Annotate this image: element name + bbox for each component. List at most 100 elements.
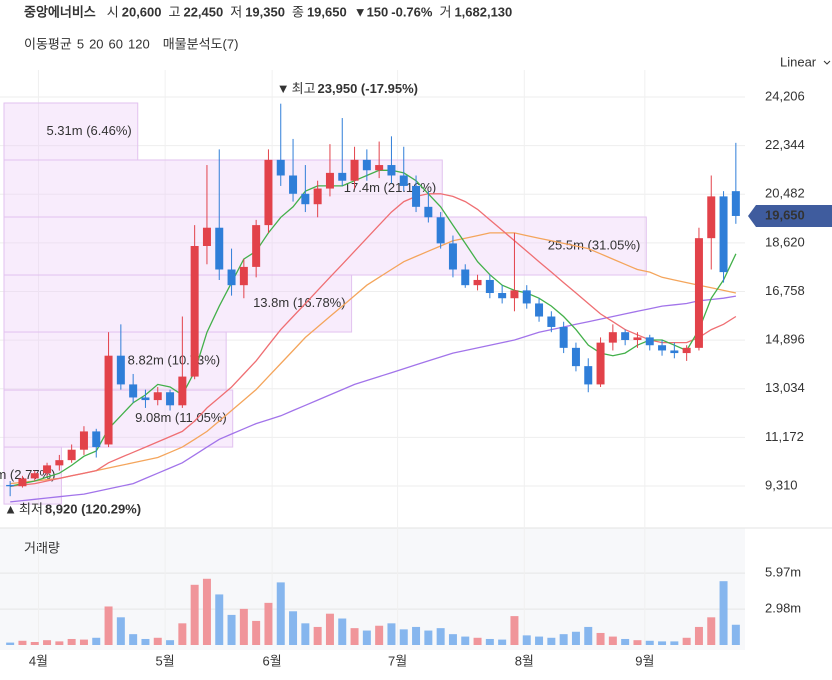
high-marker-text: 23,950 (-17.95%) <box>318 81 418 96</box>
candle-body <box>289 175 298 194</box>
volume-bar <box>350 628 359 645</box>
candle-body <box>350 159 359 181</box>
volume-bar <box>289 611 298 645</box>
scale-mode[interactable]: Linear <box>780 54 817 69</box>
header-text: 1,682,130 <box>454 4 512 19</box>
candle-body <box>375 165 384 171</box>
profile-bar <box>3 274 353 333</box>
volume-title: 거래량 <box>24 540 60 555</box>
volume-bar <box>670 641 679 645</box>
candle-body <box>129 384 138 398</box>
candle-body <box>658 345 667 351</box>
x-tick-label: 6월 <box>263 653 282 668</box>
volume-bar <box>473 637 482 645</box>
header-text: 19,650 <box>307 4 347 19</box>
candle-body <box>313 188 322 205</box>
low-marker-symbol: ▲ <box>4 502 17 517</box>
moving-average-line <box>10 295 737 503</box>
volume-bar <box>129 634 138 645</box>
candle-body <box>510 290 519 299</box>
y-tick-label: 24,206 <box>765 88 805 103</box>
legend-text: 5 <box>77 36 84 51</box>
y-tick-label: 13,034 <box>765 380 805 395</box>
candle-body <box>18 478 27 487</box>
header-text: 시 <box>107 4 119 19</box>
y-tick-label: 14,896 <box>765 332 805 347</box>
volume-bar <box>375 625 384 645</box>
moving-average-line <box>10 193 737 487</box>
volume-bar <box>707 617 716 645</box>
volume-bar <box>166 640 175 645</box>
dropdown-arrow[interactable] <box>823 60 831 65</box>
candle-body <box>215 227 224 270</box>
candle-body <box>325 172 334 189</box>
legend-text: 60 <box>109 36 123 51</box>
volume-bar <box>141 638 150 645</box>
profile-label: 13.8m (16.78%) <box>253 295 346 310</box>
candle-body <box>731 191 740 216</box>
volume-bar <box>264 602 273 645</box>
legend-text: 이동평균 <box>24 36 72 51</box>
profile-toggle: 매물분석도(7) <box>163 36 239 51</box>
volume-bar <box>116 617 125 645</box>
candle-body <box>608 332 617 343</box>
header-text: 19,350 <box>245 4 285 19</box>
candle-body <box>719 196 728 273</box>
candle-body <box>92 431 101 448</box>
y-tick-label: 16,758 <box>765 283 805 298</box>
x-tick-label: 9월 <box>635 653 654 668</box>
low-marker-label: 최저 <box>19 502 43 517</box>
candle-body <box>387 165 396 176</box>
candle-body <box>190 246 199 377</box>
profile-bar <box>3 216 647 276</box>
candle-body <box>30 473 39 479</box>
candle-body <box>448 243 457 270</box>
candle-body <box>645 337 654 346</box>
volume-bar <box>252 620 261 645</box>
volume-bar <box>621 638 630 645</box>
volume-bar <box>584 626 593 645</box>
volume-bar <box>362 630 371 645</box>
x-tick-label: 7월 <box>388 653 407 668</box>
candle-body <box>694 238 703 348</box>
volume-bar <box>178 623 187 645</box>
candle-body <box>55 460 64 466</box>
moving-average-line <box>10 169 737 487</box>
candle-body <box>535 303 544 317</box>
profile-label: 25.5m (31.05%) <box>548 237 641 252</box>
volume-bar <box>719 581 728 645</box>
volume-bar <box>79 639 88 645</box>
y-tick-label: 18,620 <box>765 234 805 249</box>
volume-bar <box>190 584 199 645</box>
candle-body <box>424 206 433 218</box>
header-text: 종 <box>292 4 304 19</box>
volume-bar <box>461 636 470 645</box>
candle-body <box>362 159 371 171</box>
volume-bar <box>43 640 52 645</box>
volume-tick-label: 2.98m <box>765 601 801 616</box>
volume-bar <box>448 634 457 645</box>
header-text: 중앙에너비스 <box>24 4 96 19</box>
volume-bar <box>387 623 396 645</box>
legend-text: 20 <box>89 36 103 51</box>
volume-bar <box>153 637 162 645</box>
header-text: 고 <box>169 4 181 19</box>
candle-body <box>412 185 421 207</box>
candle-body <box>473 279 482 286</box>
candle-body <box>239 266 248 286</box>
volume-bar <box>608 636 617 645</box>
moving-average-line <box>10 232 737 485</box>
candle-body <box>79 431 88 450</box>
candle-body <box>166 392 175 406</box>
x-tick-label: 5월 <box>156 653 175 668</box>
volume-bar <box>694 626 703 645</box>
x-tick-label: 8월 <box>515 653 534 668</box>
profile-label: 5.31m (6.46%) <box>46 123 131 138</box>
candle-body <box>104 355 113 445</box>
volume-bar <box>55 641 64 645</box>
volume-bar <box>104 606 113 645</box>
profile-bar <box>3 102 139 161</box>
volume-bar <box>227 614 236 645</box>
volume-bar <box>338 618 347 645</box>
candle-body <box>264 159 273 226</box>
